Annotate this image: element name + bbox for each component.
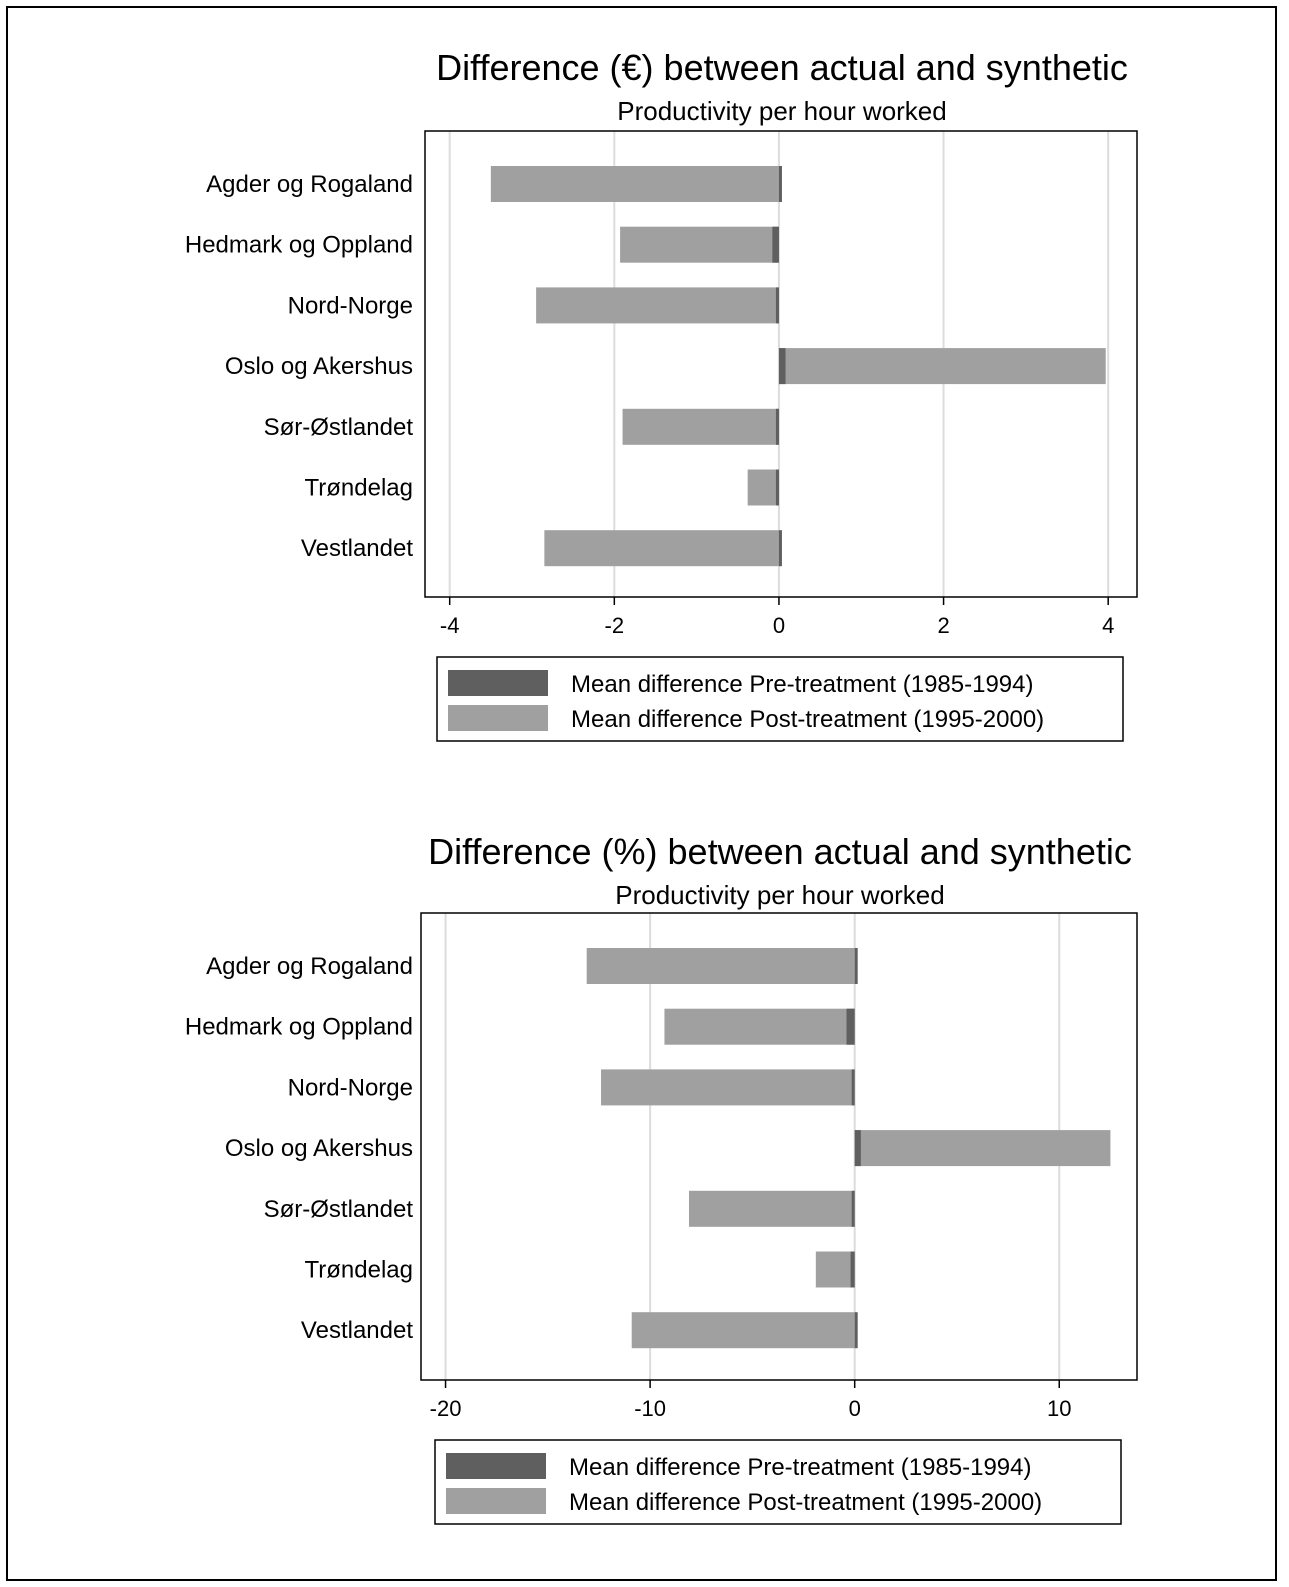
legend-label-pre: Mean difference Pre-treatment (1985-1994… <box>569 1454 1031 1481</box>
category-label: Sør-Østlandet <box>264 1196 414 1223</box>
category-label: Vestlandet <box>301 1317 413 1344</box>
bar-pre-treatment <box>854 1130 861 1167</box>
category-label: Oslo og Akershus <box>225 353 413 380</box>
chart-title: Difference (%) between actual and synthe… <box>428 831 1132 872</box>
x-tick-label: -4 <box>440 613 460 638</box>
bar-post-treatment <box>664 1008 855 1045</box>
bar-post-treatment <box>601 1069 855 1106</box>
x-tick-label: 0 <box>849 1396 861 1421</box>
bar-post-treatment <box>586 948 855 984</box>
chart-subtitle: Productivity per hour worked <box>615 880 944 910</box>
x-tick-label: 4 <box>1102 613 1114 638</box>
category-label: Nord-Norge <box>288 1074 413 1101</box>
x-tick-label: 2 <box>937 613 949 638</box>
bar-post-treatment <box>622 408 779 445</box>
category-label: Trøndelag <box>305 475 414 502</box>
legend-swatch-post <box>446 1488 546 1514</box>
bar-post-treatment <box>620 226 779 263</box>
bar-pre-treatment <box>850 1251 855 1288</box>
x-tick-label: 10 <box>1047 1396 1071 1421</box>
plot-area <box>424 130 1138 598</box>
legend-label-pre: Mean difference Pre-treatment (1985-1994… <box>571 671 1033 698</box>
bar-post-treatment <box>490 166 779 202</box>
bar-pre-treatment <box>778 348 786 385</box>
bar-post-treatment <box>631 1312 855 1349</box>
category-label: Trøndelag <box>305 1257 414 1284</box>
bar-post-treatment <box>536 287 779 324</box>
bar-pre-treatment <box>775 408 779 445</box>
bar-pre-treatment <box>846 1008 855 1045</box>
bar-post-treatment <box>854 1130 1111 1167</box>
bar-pre-treatment <box>775 469 779 506</box>
bar-post-treatment <box>778 348 1106 385</box>
bar-pre-treatment <box>854 948 858 984</box>
bar-post-treatment <box>544 530 779 567</box>
plot-area <box>420 912 1138 1381</box>
chart-percent-difference: Difference (%) between actual and synthe… <box>185 831 1138 1525</box>
bar-post-treatment <box>815 1251 855 1288</box>
chart-title: Difference (€) between actual and synthe… <box>436 47 1128 88</box>
x-tick-label: -20 <box>430 1396 462 1421</box>
category-label: Agder og Rogaland <box>206 171 413 198</box>
x-tick-label: -2 <box>605 613 625 638</box>
category-label: Hedmark og Oppland <box>185 232 413 259</box>
legend-swatch-pre <box>446 1453 546 1479</box>
bar-pre-treatment <box>851 1190 855 1227</box>
category-label: Agder og Rogaland <box>206 953 413 980</box>
category-label: Sør-Østlandet <box>264 414 414 441</box>
bar-pre-treatment <box>778 166 782 202</box>
legend-label-post: Mean difference Post-treatment (1995-200… <box>569 1489 1042 1516</box>
legend-swatch-pre <box>448 670 548 696</box>
legend: Mean difference Pre-treatment (1985-1994… <box>434 1439 1122 1525</box>
bar-pre-treatment <box>775 287 779 324</box>
x-tick-label: -10 <box>634 1396 666 1421</box>
category-label: Oslo og Akershus <box>225 1135 413 1162</box>
category-label: Hedmark og Oppland <box>185 1014 413 1041</box>
bar-pre-treatment <box>851 1069 855 1106</box>
bar-post-treatment <box>688 1190 855 1227</box>
legend-label-post: Mean difference Post-treatment (1995-200… <box>571 706 1044 733</box>
x-tick-label: 0 <box>773 613 785 638</box>
category-label: Vestlandet <box>301 535 413 562</box>
bar-pre-treatment <box>772 226 779 263</box>
category-label: Nord-Norge <box>288 292 413 319</box>
bar-pre-treatment <box>854 1312 858 1349</box>
bar-post-treatment <box>747 469 779 506</box>
bar-pre-treatment <box>778 530 782 567</box>
chart-euro-difference: Difference (€) between actual and synthe… <box>185 47 1138 742</box>
legend: Mean difference Pre-treatment (1985-1994… <box>436 656 1124 742</box>
legend-swatch-post <box>448 705 548 731</box>
chart-subtitle: Productivity per hour worked <box>617 96 946 126</box>
